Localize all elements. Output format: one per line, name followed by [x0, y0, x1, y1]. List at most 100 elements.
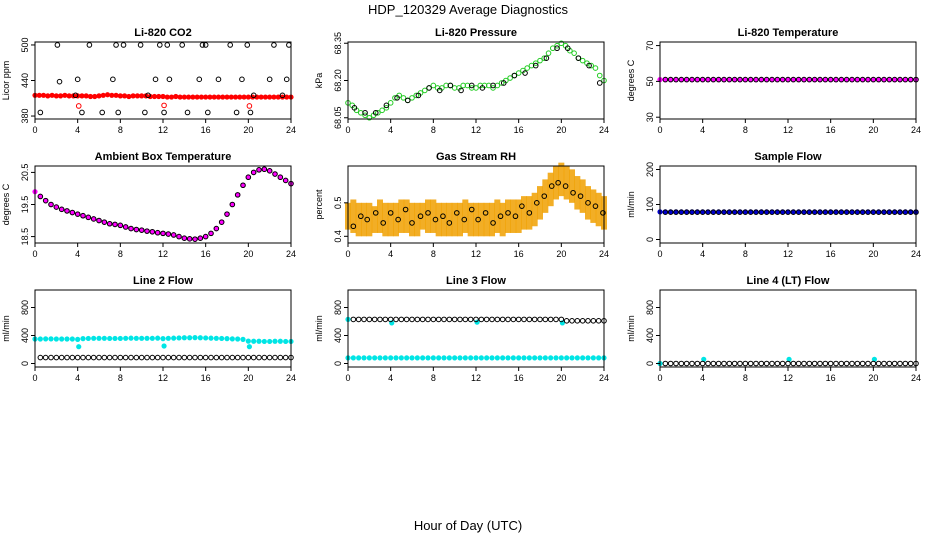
data-point	[181, 235, 187, 241]
data-point	[515, 316, 522, 323]
data-point	[366, 114, 373, 121]
data-point	[490, 220, 496, 226]
data-point	[160, 230, 166, 237]
data-point	[115, 109, 121, 116]
data-point	[505, 210, 511, 216]
data-point	[542, 355, 548, 361]
y-axis-label: ml/min	[1, 315, 11, 342]
data-point	[49, 92, 55, 98]
data-point	[537, 355, 543, 361]
data-point	[574, 355, 580, 361]
x-tick-label: 12	[158, 125, 168, 135]
data-point	[202, 233, 209, 240]
data-point	[420, 355, 426, 361]
data-point	[164, 94, 170, 100]
data-band-segment	[563, 166, 570, 200]
data-point	[474, 319, 480, 325]
data-point	[499, 316, 506, 323]
data-point	[785, 209, 791, 215]
data-point	[100, 92, 106, 98]
chart-panel-5: Gas Stream RH 0 4 8 12 16 20 24 0.4 0.5 percent	[314, 151, 609, 259]
data-point	[785, 360, 791, 367]
data-point	[107, 335, 113, 342]
data-band-segment	[377, 199, 383, 233]
data-point	[215, 94, 222, 100]
data-point	[266, 354, 273, 361]
data-point	[886, 77, 892, 83]
panel-title: Line 4 (LT) Flow	[747, 275, 830, 287]
data-point	[833, 76, 839, 83]
data-point	[547, 316, 554, 323]
x-tick-label: 0	[32, 373, 37, 383]
data-point	[458, 87, 464, 94]
data-point	[165, 354, 172, 361]
plot-frame	[659, 165, 917, 244]
data-point	[92, 93, 98, 100]
data-band-segment	[505, 199, 511, 233]
data-series-1	[32, 335, 294, 345]
data-point	[181, 94, 187, 100]
y-axis-label: kPa	[314, 73, 324, 89]
data-point	[555, 179, 561, 186]
data-point	[43, 336, 49, 342]
x-tick-label: 16	[514, 125, 524, 135]
data-point	[126, 93, 132, 100]
data-point	[256, 167, 262, 173]
data-point	[699, 209, 706, 215]
data-point	[543, 55, 550, 61]
data-point	[213, 225, 219, 232]
x-tick-label: 12	[783, 373, 793, 383]
data-point	[785, 77, 791, 83]
data-point	[548, 183, 555, 189]
data-point	[91, 216, 97, 222]
data-point	[364, 216, 371, 223]
data-point	[516, 355, 522, 361]
data-series-1	[657, 77, 919, 83]
data-point	[662, 77, 668, 83]
data-point	[705, 360, 711, 367]
data-point	[833, 360, 839, 367]
x-tick-label: 12	[783, 125, 793, 135]
data-point	[468, 355, 474, 361]
data-point	[498, 80, 505, 86]
data-point	[64, 208, 70, 214]
data-point	[833, 209, 839, 215]
data-point	[142, 109, 148, 116]
data-point	[66, 93, 72, 99]
data-band-segment	[483, 202, 490, 237]
data-band-segment	[430, 199, 437, 233]
data-point	[229, 201, 235, 208]
data-point	[128, 354, 134, 361]
data-point	[432, 216, 439, 223]
data-point	[122, 93, 128, 99]
data-point	[705, 209, 711, 215]
data-point	[742, 209, 749, 215]
data-point	[240, 336, 246, 342]
data-point	[187, 236, 193, 242]
data-point	[181, 335, 187, 341]
data-point	[398, 355, 404, 361]
data-point	[737, 360, 743, 367]
x-tick-label: 0	[32, 249, 37, 259]
data-point	[144, 335, 150, 341]
data-point	[198, 94, 204, 100]
data-point	[128, 335, 134, 341]
data-band-segment	[558, 162, 565, 197]
data-point	[256, 167, 262, 173]
data-point	[258, 94, 264, 100]
data-point	[161, 109, 167, 116]
data-point	[452, 355, 458, 361]
x-tick-label: 12	[471, 125, 481, 135]
y-tick-label: 20.5	[20, 164, 30, 182]
x-tick-label: 8	[431, 373, 436, 383]
y-tick-label: 68.05	[333, 106, 343, 129]
data-point	[457, 316, 463, 323]
data-point	[870, 76, 877, 83]
x-tick-label: 0	[345, 125, 350, 135]
data-point	[854, 77, 860, 83]
data-point	[532, 355, 538, 361]
data-point	[716, 77, 722, 83]
data-point	[155, 230, 161, 236]
data-point	[473, 355, 479, 361]
data-point	[245, 174, 251, 180]
